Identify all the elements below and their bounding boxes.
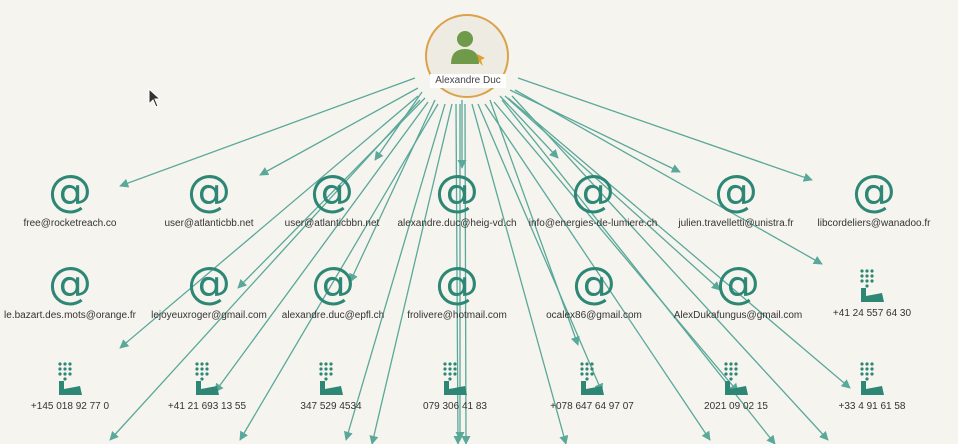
email-node[interactable]: @ AlexDukafungus@gmail.com <box>663 258 813 322</box>
phone-label: +41 24 557 64 30 <box>832 308 912 319</box>
edge <box>511 95 829 441</box>
email-icon: @ <box>48 166 92 217</box>
email-icon: @ <box>48 258 92 309</box>
edge <box>343 103 446 441</box>
edge <box>453 103 463 444</box>
phone-node[interactable]: +33 4 91 61 58 <box>797 361 947 412</box>
email-label: ocalex86@gmail.com <box>546 310 642 321</box>
email-label: free@rocketreach.co <box>23 218 117 229</box>
phone-label: 347 529 4534 <box>300 401 362 412</box>
phone-node[interactable]: +41 24 557 64 30 <box>797 268 947 319</box>
phone-icon <box>195 362 219 395</box>
email-label: user@atlanticbb.net <box>164 218 254 229</box>
email-icon: @ <box>187 258 231 309</box>
email-label: alexandre.duc@epfl.ch <box>281 310 385 321</box>
edge <box>514 89 823 265</box>
email-icon: @ <box>435 258 479 309</box>
root-label: Alexandre Duc <box>430 74 506 88</box>
email-node[interactable]: @ lejoyeuxroger@gmail.com <box>134 258 284 322</box>
edge <box>484 103 711 441</box>
email-icon: @ <box>716 258 760 309</box>
email-node[interactable]: @ alexandre.duc@epfl.ch <box>258 258 408 322</box>
phone-icon <box>580 362 604 395</box>
email-node[interactable]: @ free@rocketreach.co <box>0 166 145 230</box>
phone-node[interactable]: 079 306 41 83 <box>380 361 530 412</box>
edge <box>214 101 429 393</box>
edge <box>119 77 416 188</box>
email-icon: @ <box>572 258 616 309</box>
email-node[interactable]: @ frolivere@hotmail.com <box>382 258 532 322</box>
email-label: frolivere@hotmail.com <box>407 310 507 321</box>
email-label: alexandre.duc@heig-vd.ch <box>397 218 517 229</box>
edge <box>374 91 423 161</box>
email-label: user@atlanticbbn.net <box>284 218 380 229</box>
email-label: julien.travelletti@unistra.fr <box>678 218 794 229</box>
email-icon: @ <box>852 166 896 217</box>
phone-node[interactable]: 347 529 4534 <box>256 361 406 412</box>
edge <box>499 95 559 159</box>
email-node[interactable]: @ libcordeliers@wanadoo.fr <box>799 166 949 230</box>
phone-icon <box>860 362 884 395</box>
phone-node[interactable]: +078 647 64 97 07 <box>517 361 667 412</box>
phone-label: 2021 09 02 15 <box>704 401 768 412</box>
edge <box>489 99 580 346</box>
edge <box>349 99 436 283</box>
email-node[interactable]: @ user@atlanticbbn.net <box>257 166 407 230</box>
email-label: le.bazart.des.mots@orange.fr <box>4 310 136 321</box>
email-label: lejoyeuxroger@gmail.com <box>151 310 267 321</box>
phone-icon <box>724 362 748 395</box>
phone-icon <box>443 362 467 395</box>
email-icon: @ <box>435 166 479 217</box>
email-node[interactable]: @ info@energies-de-lumiere.ch <box>518 166 668 230</box>
email-node[interactable]: @ le.bazart.des.mots@orange.fr <box>0 258 145 322</box>
edge <box>471 103 569 444</box>
email-node[interactable]: @ alexandre.duc@heig-vd.ch <box>382 166 532 230</box>
email-label: info@energies-de-lumiere.ch <box>528 218 658 229</box>
phone-node[interactable]: 2021 09 02 15 <box>661 361 811 412</box>
phone-icon <box>58 362 82 395</box>
phone-icon <box>860 269 884 302</box>
edge <box>477 103 603 393</box>
phone-label: +41 21 693 13 55 <box>167 401 247 412</box>
phone-icon <box>319 362 343 395</box>
edge <box>369 103 453 444</box>
phone-label: +33 4 91 61 58 <box>838 401 906 412</box>
email-icon: @ <box>187 166 231 217</box>
email-label: AlexDukafungus@gmail.com <box>673 310 803 321</box>
phone-node[interactable]: +145 018 92 77 0 <box>0 361 145 412</box>
edge <box>239 103 439 441</box>
edge <box>119 95 419 349</box>
edge <box>237 97 426 289</box>
email-icon: @ <box>310 166 354 217</box>
person-icon <box>451 31 485 66</box>
email-node[interactable]: @ julien.travelletti@unistra.fr <box>661 166 811 230</box>
email-icon: @ <box>571 166 615 217</box>
phone-label: 079 306 41 83 <box>423 401 487 412</box>
edge <box>507 97 851 389</box>
edge <box>517 77 813 182</box>
email-icon: @ <box>311 258 355 309</box>
edge <box>259 87 419 176</box>
email-node[interactable]: @ ocalex86@gmail.com <box>519 258 669 322</box>
email-label: libcordeliers@wanadoo.fr <box>817 218 931 229</box>
edge <box>493 101 739 393</box>
email-icon: @ <box>714 166 758 217</box>
phone-label: +078 647 64 97 07 <box>550 401 634 412</box>
edge <box>461 103 471 444</box>
mouse-cursor-icon <box>148 88 162 108</box>
edge <box>109 99 421 441</box>
phone-node[interactable]: +41 21 693 13 55 <box>132 361 282 412</box>
phone-label: +145 018 92 77 0 <box>30 401 110 412</box>
email-node[interactable]: @ user@atlanticbb.net <box>134 166 284 230</box>
